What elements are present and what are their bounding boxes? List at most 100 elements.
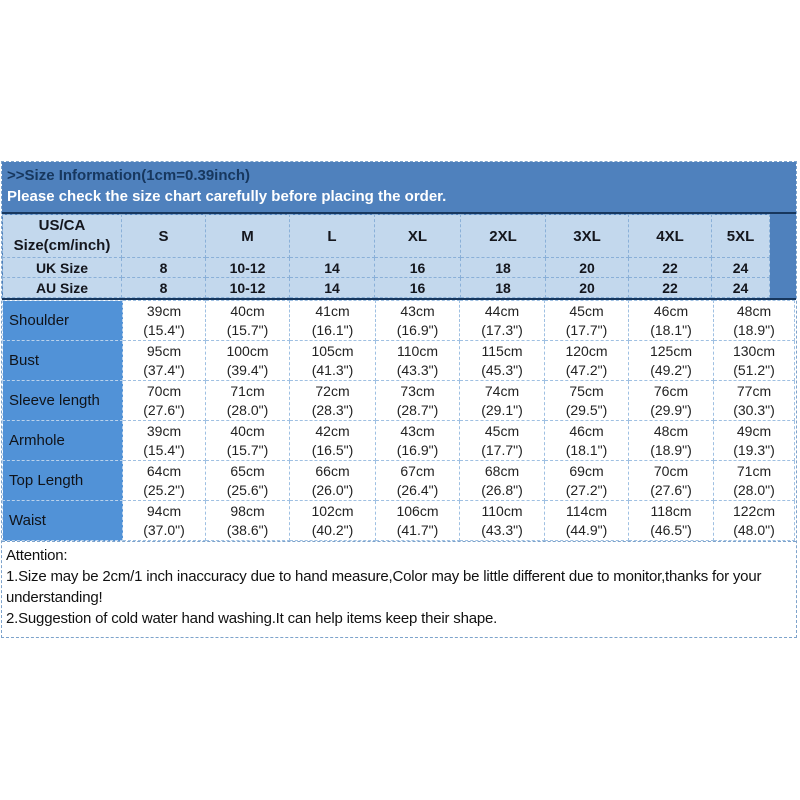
size-header-table: US/CA Size(cm/inch) S M L XL 2XL 3XL 4XL 5XL UK Si…: [2, 214, 770, 298]
measurement-cell: 130cm (51.2"): [713, 340, 795, 381]
au-size-row-cell: 8: [121, 277, 206, 298]
measurement-inch: (27.6"): [143, 401, 185, 418]
measurement-cm: 41cm: [315, 302, 350, 319]
measurement-cm: 43cm: [400, 422, 435, 439]
au-size-row-cell: 22: [628, 277, 712, 298]
measurement-inch: (17.3"): [481, 321, 523, 338]
measurement-inch: (43.3"): [481, 521, 523, 538]
measurement-cell: 74cm (29.1"): [459, 380, 545, 421]
measurement-cm: 45cm: [484, 422, 520, 439]
measurement-cell: 71cm (28.0"): [205, 380, 290, 421]
measurement-inch: (16.9"): [396, 321, 439, 338]
measurement-cell: 122cm (48.0"): [713, 500, 795, 541]
size-col-header: M: [205, 214, 290, 258]
measurement-cm: 45cm: [569, 302, 604, 319]
measurement-cell: 43cm (16.9"): [375, 300, 460, 341]
measurement-cm: 120cm: [565, 342, 608, 359]
measurement-cm: 73cm: [400, 382, 435, 399]
measurement-cm: 49cm: [736, 422, 772, 439]
measurement-cm: 122cm: [732, 502, 776, 519]
measurement-cm: 130cm: [732, 342, 776, 359]
uk-size-row: UK Size 8 10-12 14 16 18 20 22 24: [2, 257, 770, 278]
measurement-inch: (28.0"): [226, 401, 269, 418]
size-info-banner: >>Size Information(1cm=0.39inch) Please …: [2, 162, 796, 214]
measurement-inch: (17.7"): [481, 441, 523, 458]
uk-size-row-cell: 22: [628, 257, 712, 278]
measurement-label: Top Length: [2, 460, 123, 501]
measurement-inch: (18.9"): [650, 441, 692, 458]
size-col-header: S: [121, 214, 206, 258]
measurement-cell: 64cm (25.2"): [122, 460, 206, 501]
measurement-cell: 95cm (37.4"): [122, 340, 206, 381]
measurement-inch: (51.2"): [733, 361, 775, 378]
attention-line: 2.Suggestion of cold water hand washing.…: [6, 610, 498, 627]
measurement-inch: (27.2"): [565, 481, 608, 498]
measurement-cm: 74cm: [484, 382, 520, 399]
measurement-inch: (15.4"): [143, 321, 185, 338]
measurement-inch: (15.4"): [143, 441, 185, 458]
measurement-inch: (18.1"): [565, 441, 608, 458]
measurement-cm: 44cm: [484, 302, 520, 319]
measurement-cell: 46cm (18.1"): [544, 420, 629, 461]
measurement-cell: 71cm (28.0"): [713, 460, 795, 501]
au-size-row-cell: 20: [545, 277, 629, 298]
size-col-header: L: [289, 214, 375, 258]
measurement-inch: (25.2"): [143, 481, 185, 498]
measurement-inch: (40.2"): [311, 521, 354, 538]
measurement-cell: 98cm (38.6"): [205, 500, 290, 541]
measurement-inch: (37.4"): [143, 361, 185, 378]
measurement-inch: (17.7"): [565, 321, 608, 338]
measurement-inch: (18.9"): [733, 321, 775, 338]
measurement-cm: 75cm: [569, 382, 604, 399]
measurement-inch: (29.1"): [481, 401, 523, 418]
measurements-table: Shoulder 39cm (15.4") 40cm (15.7") 41cm (16.1"…: [2, 300, 795, 541]
au-size-row-cell: 24: [711, 277, 770, 298]
measurement-row: Armhole 39cm (15.4") 40cm (15.7") 42cm (16.5")…: [2, 420, 795, 461]
corner-header-line: US/CA: [38, 217, 86, 234]
measurement-cell: 39cm (15.4"): [122, 420, 206, 461]
attention-title: Attention:: [6, 547, 68, 564]
measurement-inch: (26.8"): [481, 481, 523, 498]
measurement-cell: 68cm (26.8"): [459, 460, 545, 501]
size-col-header: 5XL: [711, 214, 770, 258]
uk-size-row-cell: 14: [289, 257, 375, 278]
measurement-row: Bust 95cm (37.4") 100cm (39.4") 105cm (41.3") 1…: [2, 340, 795, 381]
measurement-cm: 76cm: [653, 382, 689, 399]
measurement-cm: 48cm: [736, 302, 772, 319]
measurement-cell: 110cm (43.3"): [375, 340, 460, 381]
measurement-cell: 110cm (43.3"): [459, 500, 545, 541]
size-col-header: 3XL: [545, 214, 629, 258]
measurement-inch: (25.6"): [226, 481, 269, 498]
size-col-header: XL: [374, 214, 461, 258]
measurement-cm: 39cm: [146, 302, 182, 319]
measurement-cell: 114cm (44.9"): [544, 500, 629, 541]
size-col-header: 2XL: [460, 214, 546, 258]
measurement-cell: 120cm (47.2"): [544, 340, 629, 381]
measurement-cm: 46cm: [569, 422, 604, 439]
measurement-cell: 125cm (49.2"): [628, 340, 714, 381]
measurement-inch: (16.9"): [396, 441, 439, 458]
measurement-inch: (27.6"): [650, 481, 692, 498]
uk-size-row-label: UK Size: [2, 257, 122, 278]
measurement-cell: 39cm (15.4"): [122, 300, 206, 341]
au-size-row-cell: 18: [460, 277, 546, 298]
measurement-row: Top Length 64cm (25.2") 65cm (25.6") 66cm (26.…: [2, 460, 795, 501]
measurement-cm: 40cm: [230, 422, 265, 439]
measurement-inch: (26.4"): [396, 481, 439, 498]
size-header-row: US/CA Size(cm/inch) S M L XL 2XL 3XL 4XL 5XL: [2, 214, 770, 258]
measurement-cm: 100cm: [226, 342, 269, 359]
measurement-cell: 65cm (25.6"): [205, 460, 290, 501]
measurement-inch: (29.5"): [565, 401, 608, 418]
measurement-inch: (44.9"): [565, 521, 608, 538]
au-size-row-cell: 14: [289, 277, 375, 298]
measurement-inch: (47.2"): [565, 361, 608, 378]
corner-header: US/CA Size(cm/inch): [2, 214, 122, 258]
measurement-label: Waist: [2, 500, 123, 541]
measurement-label: Shoulder: [2, 300, 123, 341]
size-col-header: 4XL: [628, 214, 712, 258]
measurement-cm: 118cm: [650, 502, 692, 519]
measurement-cm: 110cm: [481, 502, 523, 519]
measurement-inch: (28.0"): [733, 481, 775, 498]
measurement-cm: 115cm: [481, 342, 523, 359]
measurement-cell: 66cm (26.0"): [289, 460, 376, 501]
